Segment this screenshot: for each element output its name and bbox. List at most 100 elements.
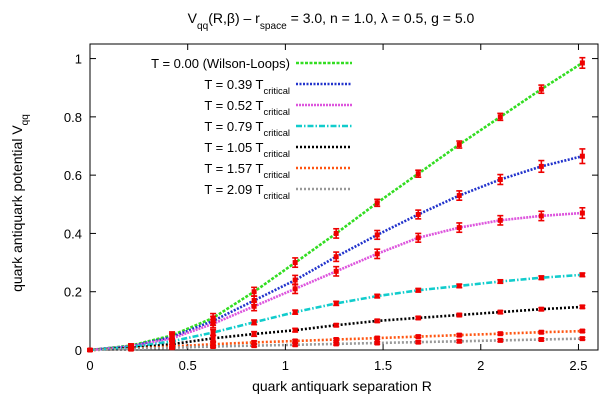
legend-item: T = 1.57 Tcritical [204,161,352,180]
data-point [292,342,298,348]
error-bar [497,309,504,315]
errorbar-layer [87,56,586,353]
legend-label: T = 0.52 Tcritical [204,98,290,117]
error-bar [456,332,463,338]
data-point [292,286,298,292]
error-bar [538,329,545,335]
data-point [497,279,503,285]
data-point [292,260,298,266]
error-bar [415,334,422,340]
x-axis-label: quark antiquark separation R [252,378,432,394]
error-bar [292,342,299,348]
legend-label: T = 0.39 Tcritical [204,77,290,96]
legend-label: T = 0.79 Tcritical [204,119,290,138]
data-point [251,297,257,303]
error-bar [538,337,545,343]
error-bar [374,248,381,260]
data-point [333,322,339,328]
error-bar [579,328,586,334]
data-point [538,275,544,281]
data-point [374,251,380,257]
data-point [456,283,462,289]
y-tick-label: 0.4 [64,226,82,241]
error-bar [456,140,463,149]
data-point [415,211,421,217]
data-point [538,329,544,335]
legend-item: T = 2.09 Tcritical [204,182,352,201]
error-bar [579,272,586,278]
error-bar [415,209,422,220]
axes: 0 0.5 1 1.5 2 2.5 0 0.2 0.4 0.6 0.8 1 [64,43,599,373]
error-bar [456,222,463,234]
error-bar [374,229,381,241]
data-point [415,235,421,241]
data-point [292,338,298,344]
data-point [374,200,380,206]
error-bar [374,198,381,208]
error-bar [538,275,545,281]
data-point [579,336,585,342]
data-point [210,335,216,341]
data-point [538,306,544,312]
data-point [333,337,339,343]
error-bar [579,56,586,69]
legend-item: T = 0.39 Tcritical [204,77,352,96]
error-bar [333,251,340,263]
x-tick-label: 0 [86,358,93,373]
x-tick-label: 1 [282,358,289,373]
legend-item: T = 1.05 Tcritical [204,140,352,159]
error-bar [333,337,340,343]
data-point [210,330,216,336]
data-point [497,177,503,183]
data-point [333,341,339,347]
error-bar [579,336,586,342]
data-point [497,337,503,343]
error-bar [292,274,299,286]
data-point [87,347,93,353]
error-bar [169,345,176,351]
y-tick-label: 0 [75,343,82,358]
data-point [579,328,585,334]
data-point [251,343,257,349]
error-bar [497,337,504,343]
data-point [497,331,503,337]
error-bar [538,306,545,312]
error-bar [374,318,381,324]
error-bar [415,169,422,178]
x-tick-label: 0.5 [179,358,197,373]
legend-item: T = 0.79 Tcritical [204,119,352,138]
data-point [456,225,462,231]
error-bar [497,173,504,186]
error-bar [415,287,422,293]
data-point [456,332,462,338]
data-point [497,114,503,120]
data-point [415,339,421,345]
data-point [579,272,585,278]
data-point [415,287,421,293]
data-point [579,210,585,216]
data-point [251,331,257,337]
data-point [333,230,339,236]
error-bar [579,206,586,220]
error-bar [292,283,299,295]
data-point [538,86,544,92]
data-point [251,319,257,325]
data-point [374,293,380,299]
error-bar [579,304,586,310]
error-bar [210,328,217,337]
data-point [415,334,421,340]
error-bar [251,301,258,312]
error-bar [538,84,545,95]
legend-label: T = 1.05 Tcritical [204,140,290,159]
error-bar [333,300,340,307]
x-tick-label: 2 [477,358,484,373]
error-bar [251,319,258,326]
data-point [579,153,585,159]
error-bar [415,339,422,345]
error-bar [456,312,463,318]
data-point [251,339,257,345]
data-point [251,289,257,295]
data-point [292,327,298,333]
x-tick-label: 2.5 [569,358,587,373]
